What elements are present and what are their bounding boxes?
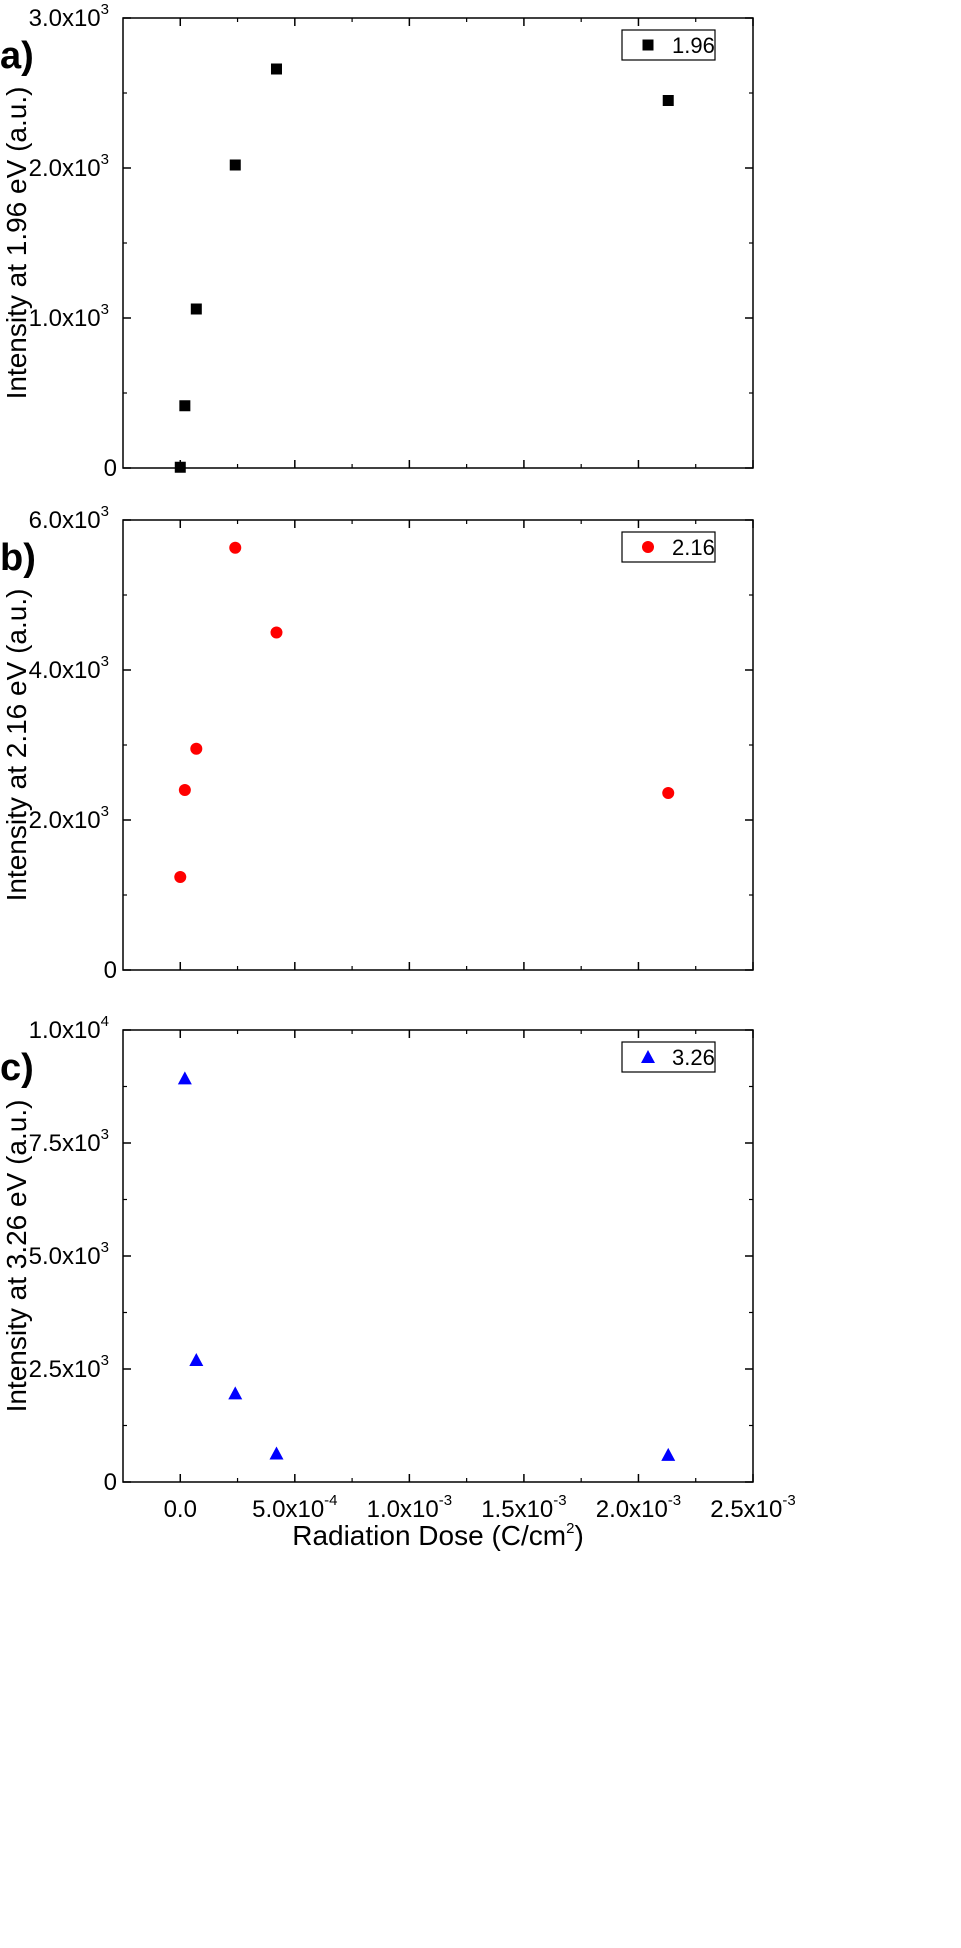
y-tick-label-base: 1.0x10 xyxy=(29,1017,101,1044)
x-tick-label-exp: -3 xyxy=(553,1492,566,1509)
data-point xyxy=(179,400,191,412)
y-axis-title: Intensity at 1.96 eV (a.u.) xyxy=(1,87,32,400)
y-tick-label-exp: 3 xyxy=(101,803,109,820)
y-tick-label-exp: 3 xyxy=(101,1239,109,1256)
y-tick-label: 4.0x103 xyxy=(29,653,109,684)
y-tick-label-base: 3.0x10 xyxy=(29,5,101,32)
data-point xyxy=(269,1446,284,1460)
y-tick-label: 1.0x103 xyxy=(29,301,109,332)
x-tick-label-exp: -4 xyxy=(324,1492,337,1509)
data-point xyxy=(174,871,187,883)
legend-box xyxy=(621,531,716,563)
legend-box xyxy=(621,29,716,61)
panel-label: b) xyxy=(0,537,36,579)
x-tick-label: 2.0x10-3 xyxy=(596,1492,681,1523)
x-axis-title-sup: 2 xyxy=(566,1520,574,1537)
data-point xyxy=(177,1071,192,1085)
y-tick-label-exp: 3 xyxy=(101,151,109,168)
x-tick-label: 2.5x10-3 xyxy=(710,1492,795,1523)
y-tick-label-base: 7.5x10 xyxy=(29,1130,101,1157)
x-tick-label: 0.0 xyxy=(164,1496,197,1523)
y-tick-label-base: 5.0x10 xyxy=(29,1243,101,1270)
x-axis-title-base: Radiation Dose (C/cm xyxy=(292,1520,566,1551)
data-point xyxy=(661,1447,676,1461)
x-tick-label-base: 1.0x10 xyxy=(367,1496,439,1523)
y-tick-label-exp: 4 xyxy=(101,1013,109,1030)
y-tick-label-base: 0 xyxy=(104,1469,117,1496)
y-tick-label: 6.0x103 xyxy=(29,503,109,534)
x-tick-label-base: 1.5x10 xyxy=(481,1496,553,1523)
y-tick-label-exp: 3 xyxy=(101,653,109,670)
y-tick-label-base: 0 xyxy=(104,455,117,482)
y-tick-label: 1.0x104 xyxy=(29,1013,109,1044)
legend-label: 1.96 xyxy=(672,33,715,58)
data-point xyxy=(190,303,202,315)
data-point xyxy=(190,742,203,755)
y-tick-label: 7.5x103 xyxy=(29,1126,109,1157)
y-axis-title: Intensity at 3.26 eV (a.u.) xyxy=(1,1100,32,1413)
y-tick-label-base: 4.0x10 xyxy=(29,657,101,684)
data-point xyxy=(229,159,241,171)
x-tick-label-base: 2.0x10 xyxy=(596,1496,668,1523)
x-tick-label-exp: -3 xyxy=(782,1492,795,1509)
data-point xyxy=(662,95,674,106)
y-tick-label: 3.0x103 xyxy=(29,1,109,32)
panel-label: c) xyxy=(0,1047,34,1089)
x-tick-label-base: 0.0 xyxy=(164,1496,197,1523)
y-tick-label: 2.0x103 xyxy=(29,803,109,834)
data-point xyxy=(174,461,186,473)
y-tick-label-exp: 3 xyxy=(101,1352,109,1369)
x-tick-label-exp: -3 xyxy=(668,1492,681,1509)
plot-frame xyxy=(122,519,754,971)
y-tick-label-exp: 3 xyxy=(101,1126,109,1143)
x-tick-label: 5.0x10-4 xyxy=(252,1492,337,1523)
x-axis-title-tail: ) xyxy=(574,1520,583,1551)
data-point xyxy=(178,784,191,796)
data-point xyxy=(228,1386,243,1400)
plot-frame xyxy=(122,1029,754,1483)
y-tick-label-base: 2.5x10 xyxy=(29,1356,101,1383)
y-tick-label-base: 2.0x10 xyxy=(29,155,101,182)
legend-marker xyxy=(642,39,654,51)
legend-label: 2.16 xyxy=(672,535,715,560)
panel-label: a) xyxy=(0,35,34,77)
y-tick-label-base: 2.0x10 xyxy=(29,807,101,834)
data-point xyxy=(189,1352,204,1366)
y-tick-label: 5.0x103 xyxy=(29,1239,109,1270)
y-tick-label: 2.0x103 xyxy=(29,151,109,182)
y-tick-label-exp: 3 xyxy=(101,301,109,318)
y-tick-label: 0 xyxy=(104,1469,117,1496)
y-tick-label: 2.5x103 xyxy=(29,1352,109,1383)
legend-box xyxy=(621,1041,716,1073)
panel-c: 0.0 5.0x10-4 1.0x10-3 1.5x10-3 2.0x10-3 2.5x1… xyxy=(0,1013,796,1523)
x-tick-label: 1.5x10-3 xyxy=(481,1492,566,1523)
y-tick-label: 0 xyxy=(104,957,117,984)
x-tick-label: 1.0x10-3 xyxy=(367,1492,452,1523)
x-axis-title: Radiation Dose (C/cm2) xyxy=(292,1520,584,1551)
plot-frame xyxy=(122,17,754,469)
data-point xyxy=(270,63,282,75)
data-point xyxy=(270,626,283,639)
y-tick-label-base: 1.0x10 xyxy=(29,305,101,332)
y-tick-label-base: 6.0x10 xyxy=(29,507,101,534)
legend-marker xyxy=(641,1050,655,1063)
x-tick-label-exp: -3 xyxy=(439,1492,452,1509)
y-tick-label-base: 0 xyxy=(104,957,117,984)
y-tick-label: 0 xyxy=(104,455,117,482)
legend-marker xyxy=(642,541,654,553)
y-tick-label-exp: 3 xyxy=(101,1,109,18)
data-point xyxy=(662,787,675,799)
legend-label: 3.26 xyxy=(672,1045,715,1070)
x-tick-label-base: 5.0x10 xyxy=(252,1496,324,1523)
y-tick-label-exp: 3 xyxy=(101,503,109,520)
data-point xyxy=(229,541,242,554)
x-tick-label-base: 2.5x10 xyxy=(710,1496,782,1523)
y-axis-title: Intensity at 2.16 eV (a.u.) xyxy=(1,589,32,902)
